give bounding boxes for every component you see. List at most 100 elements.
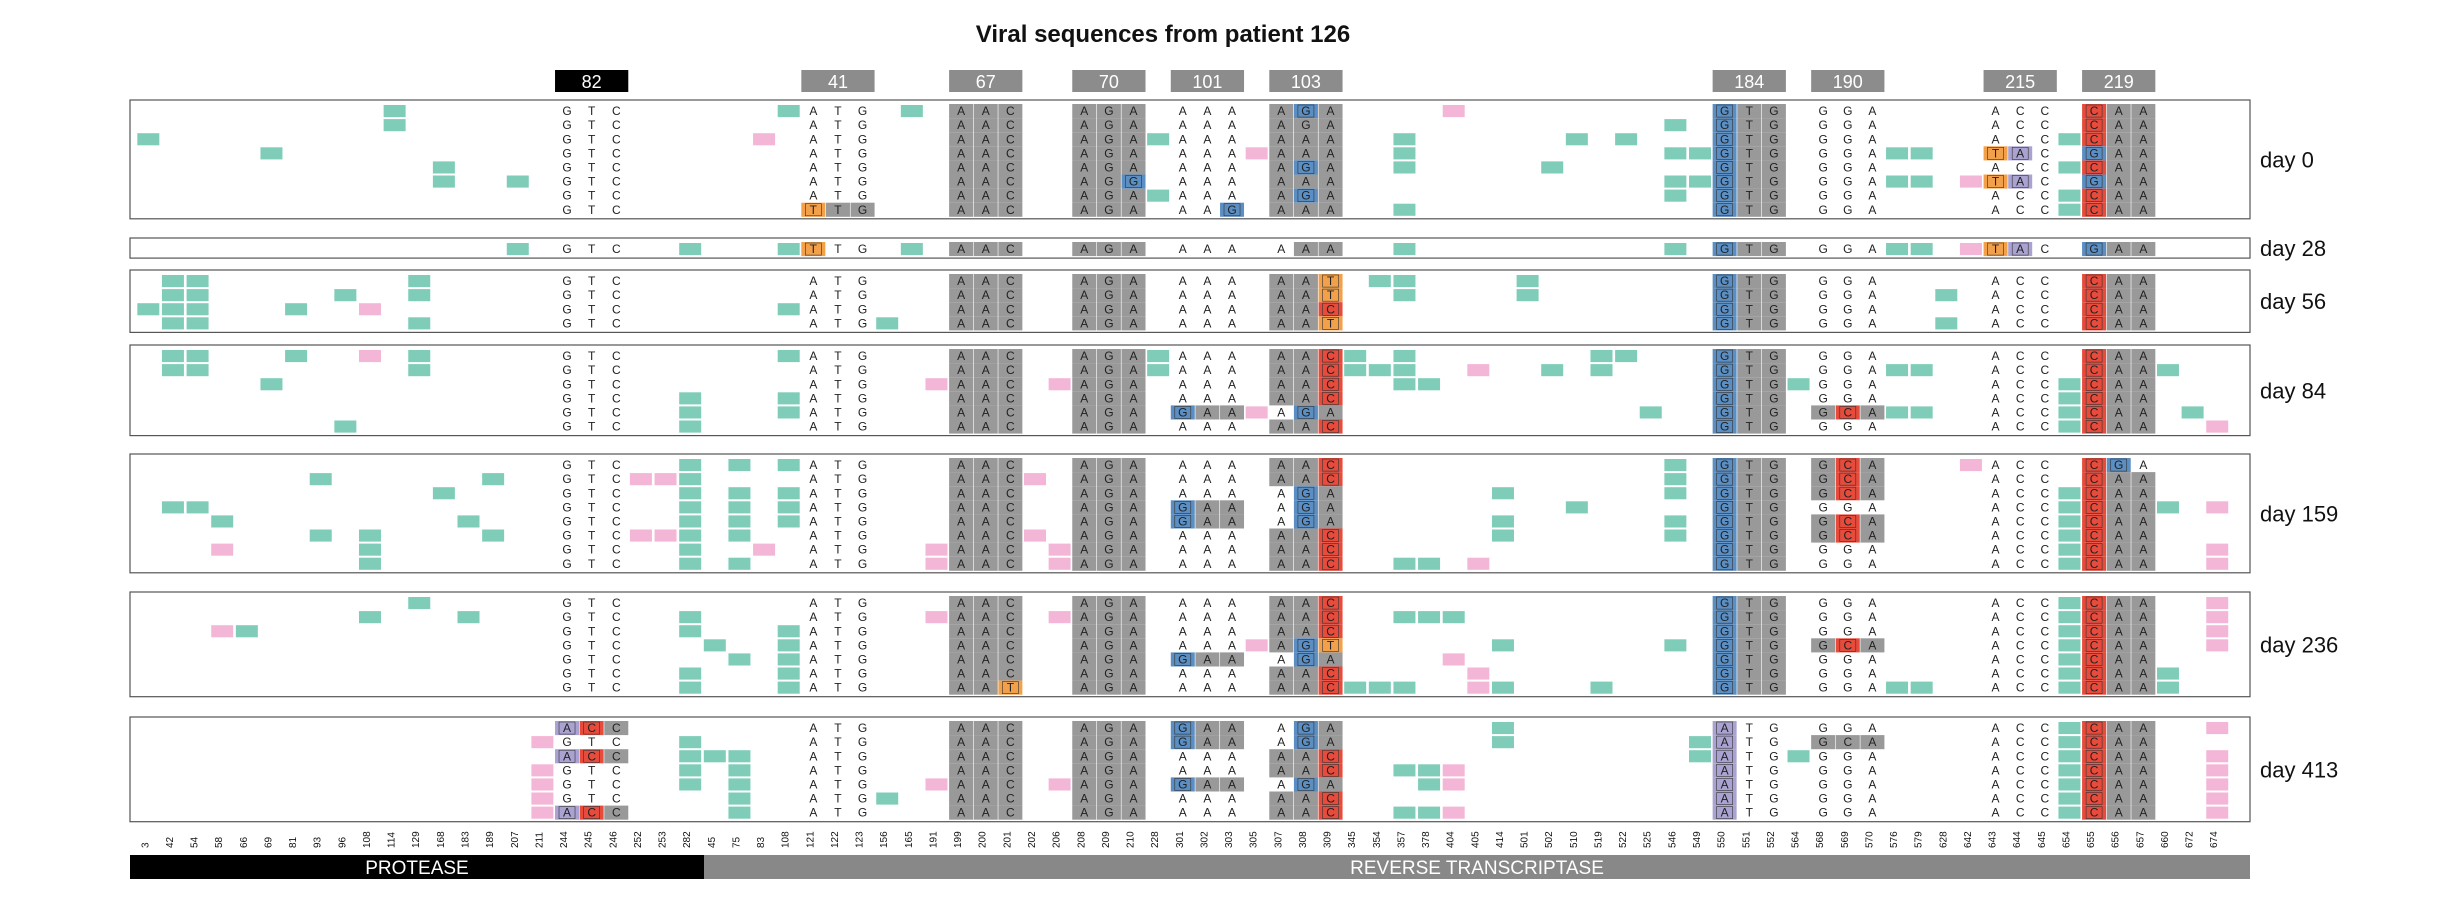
nucleotide: T <box>588 681 596 695</box>
nucleotide: G <box>1104 189 1113 203</box>
nucleotide: A <box>957 288 965 302</box>
nucleotide: G <box>1104 104 1113 118</box>
nucleotide: G <box>562 104 571 118</box>
nucleotide: A <box>2139 778 2147 792</box>
day-label: day 84 <box>2260 378 2326 403</box>
nucleotide: T <box>834 189 842 203</box>
mutation-mark <box>2058 501 2080 513</box>
nucleotide: G <box>1720 596 1729 610</box>
nucleotide: A <box>1302 274 1310 288</box>
position-label: 551 <box>1741 831 1752 848</box>
codon-header-label: 41 <box>828 72 848 92</box>
mutation-mark <box>1443 778 1465 790</box>
nucleotide: C <box>1006 132 1015 146</box>
nucleotide: A <box>1203 638 1211 652</box>
nucleotide: C <box>612 515 621 529</box>
mutation-mark <box>679 668 701 680</box>
position-label: 66 <box>239 836 250 848</box>
nucleotide: A <box>809 486 817 500</box>
nucleotide: A <box>957 806 965 820</box>
nucleotide: C <box>1006 763 1015 777</box>
nucleotide: A <box>957 161 965 175</box>
nucleotide: A <box>957 146 965 160</box>
nucleotide: C <box>2016 515 2025 529</box>
codon-header: 67 <box>949 70 1022 92</box>
nucleotide: G <box>858 175 867 189</box>
nucleotide: C <box>1006 543 1015 557</box>
nucleotide: A <box>1277 515 1285 529</box>
mutation-mark <box>187 501 209 513</box>
mutation-mark <box>1911 364 1933 376</box>
nucleotide: G <box>1769 189 1778 203</box>
nucleotide: A <box>982 118 990 132</box>
nucleotide: A <box>809 288 817 302</box>
nucleotide: C <box>1006 749 1015 763</box>
nucleotide: A <box>982 242 990 256</box>
nucleotide: C <box>612 189 621 203</box>
nucleotide: A <box>982 302 990 316</box>
nucleotide: A <box>1080 175 1088 189</box>
nucleotide: A <box>1868 391 1876 405</box>
nucleotide: T <box>1746 763 1754 777</box>
mutation-mark <box>2206 793 2228 805</box>
nucleotide: C <box>612 638 621 652</box>
nucleotide: C <box>2040 458 2049 472</box>
mutation-mark <box>679 487 701 499</box>
nucleotide: A <box>2139 132 2147 146</box>
mutation-mark <box>507 243 529 255</box>
nucleotide: A <box>1327 175 1335 189</box>
nucleotide: T <box>1746 146 1754 160</box>
codon-header: 215 <box>1984 70 2057 92</box>
nucleotide: C <box>2016 274 2025 288</box>
nucleotide: C <box>1006 161 1015 175</box>
mutation-mark <box>1393 161 1415 173</box>
nucleotide: A <box>1327 500 1335 514</box>
nucleotide: A <box>1179 638 1187 652</box>
sequence-row: GTCATGAACAGAAAAAACGTGGGAACCCAA <box>162 349 2155 363</box>
mutation-mark <box>137 303 159 315</box>
nucleotide: A <box>1277 667 1285 681</box>
nucleotide: G <box>1769 529 1778 543</box>
nucleotide: C <box>1326 363 1335 377</box>
mutation-mark <box>2206 750 2228 762</box>
nucleotide: G <box>1818 778 1827 792</box>
nucleotide: A <box>1203 377 1211 391</box>
nucleotide: G <box>1720 638 1729 652</box>
mutation-mark <box>1664 147 1686 159</box>
nucleotide: A <box>1277 806 1285 820</box>
nucleotide: C <box>2040 653 2049 667</box>
nucleotide: G <box>1769 778 1778 792</box>
nucleotide: G <box>1720 420 1729 434</box>
nucleotide: C <box>2016 638 2025 652</box>
sequence-row: GTCATGAACAGAAAAAACGTGGCAACCCAA <box>310 529 2156 543</box>
nucleotide: G <box>1720 146 1729 160</box>
nucleotide: T <box>588 792 596 806</box>
mutation-mark <box>778 639 800 651</box>
nucleotide: A <box>982 458 990 472</box>
nucleotide: G <box>1720 203 1729 217</box>
nucleotide: C <box>1326 763 1335 777</box>
nucleotide: T <box>834 624 842 638</box>
nucleotide: C <box>1326 749 1335 763</box>
nucleotide: G <box>1104 203 1113 217</box>
nucleotide: G <box>1818 681 1827 695</box>
mutation-mark <box>187 303 209 315</box>
nucleotide: A <box>1203 763 1211 777</box>
nucleotide: C <box>2090 104 2099 118</box>
mutation-mark <box>679 473 701 485</box>
nucleotide: C <box>1006 610 1015 624</box>
nucleotide: G <box>1818 515 1827 529</box>
nucleotide: A <box>2139 189 2147 203</box>
nucleotide: G <box>1769 735 1778 749</box>
mutation-mark <box>1467 668 1489 680</box>
nucleotide: T <box>834 557 842 571</box>
mutation-mark <box>1344 364 1366 376</box>
position-label: 45 <box>707 836 718 848</box>
position-label: 546 <box>1667 831 1678 848</box>
position-label: 253 <box>658 831 669 848</box>
position-label: 672 <box>2185 831 2196 848</box>
codon-header: 101 <box>1171 70 1244 92</box>
nucleotide: A <box>1130 391 1138 405</box>
nucleotide: T <box>1746 420 1754 434</box>
nucleotide: G <box>1104 242 1113 256</box>
